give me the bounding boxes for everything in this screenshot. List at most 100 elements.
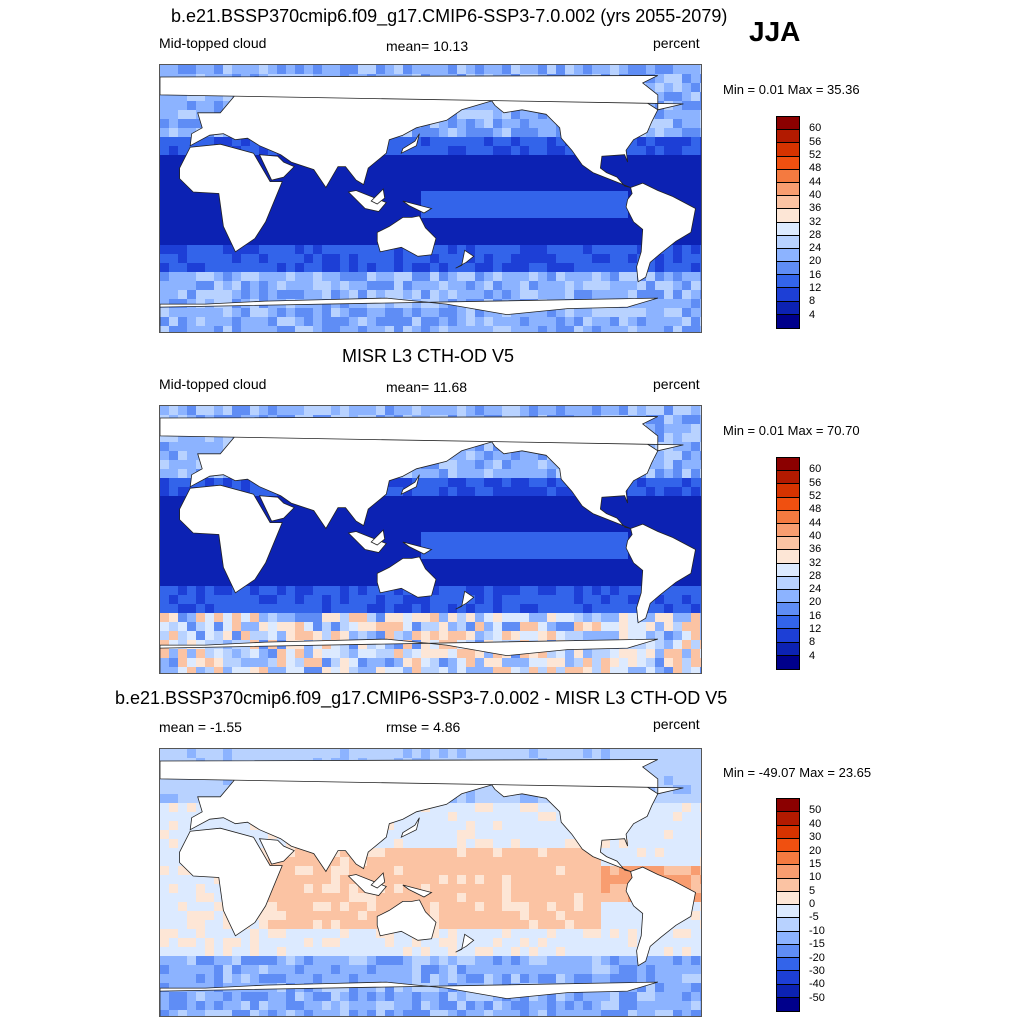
colorbar-box <box>777 799 799 813</box>
colorbar-box <box>777 891 799 905</box>
colorbar-tick-label: 10 <box>809 871 822 884</box>
colorbar-box <box>777 248 799 263</box>
colorbar-tick-label: 60 <box>809 122 822 135</box>
colorbar-box <box>777 642 799 656</box>
map-canvas <box>160 406 701 673</box>
colorbar-tick-label: 52 <box>809 489 822 502</box>
colorbar-box <box>777 616 799 630</box>
colorbar-box <box>777 825 799 839</box>
colorbar-box <box>777 288 799 302</box>
colorbar-box <box>777 905 799 919</box>
colorbar-tick-label: 20 <box>809 596 822 609</box>
colorbar-box <box>777 196 799 210</box>
colorbar-box <box>777 262 799 276</box>
colorbar-box <box>777 117 799 131</box>
colorbar-tick-label: 56 <box>809 476 822 489</box>
colorbar-box <box>777 209 799 223</box>
colorbar-tick-label: 4 <box>809 308 816 321</box>
colorbar-tick-label: 28 <box>809 569 822 582</box>
colorbar-tick-label: 16 <box>809 609 822 622</box>
colorbar-tick-label: 40 <box>809 529 822 542</box>
min-max-label: Min = -49.07 Max = 23.65 <box>723 765 872 780</box>
colorbar-tick-label: 24 <box>809 583 822 596</box>
colorbar-tick-label: 5 <box>809 884 816 897</box>
colorbar-box <box>777 550 799 564</box>
min-max-label: Min = 0.01 Max = 70.70 <box>723 423 860 438</box>
colorbar-box <box>777 852 799 866</box>
colorbar-box <box>777 958 799 972</box>
colorbar <box>776 116 800 329</box>
colorbar-box <box>777 156 799 170</box>
colorbar-box <box>777 169 799 183</box>
panel-title: b.e21.BSSP370cmip6.f09_g17.CMIP6-SSP3-7.… <box>171 6 728 26</box>
colorbar-box <box>777 301 799 315</box>
colorbar-box <box>777 838 799 852</box>
colorbar-box <box>777 143 799 157</box>
season-label: JJA <box>749 16 801 47</box>
colorbar-tick-label: 8 <box>809 636 816 649</box>
colorbar-box <box>777 275 799 289</box>
colorbar-tick-label: 8 <box>809 295 816 308</box>
panel-mean-label: mean = -1.55 <box>159 719 242 735</box>
colorbar-box <box>777 130 799 144</box>
colorbar-tick-label: 30 <box>809 831 822 844</box>
colorbar-tick-label: 36 <box>809 202 822 215</box>
colorbar-tick-label: 44 <box>809 516 822 529</box>
panel-units-label: percent <box>653 376 700 392</box>
colorbar-tick-label: 48 <box>809 162 822 175</box>
map-panel-diff <box>159 748 702 1017</box>
colorbar-tick-label: -20 <box>809 951 825 964</box>
colorbar-tick-label: 40 <box>809 188 822 201</box>
min-max-label: Min = 0.01 Max = 35.36 <box>723 82 860 97</box>
colorbar-box <box>777 655 799 669</box>
colorbar-tick-label: 20 <box>809 844 822 857</box>
colorbar-box <box>777 182 799 197</box>
panel-left-label: Mid-topped cloud <box>159 35 267 51</box>
colorbar-box <box>777 458 799 472</box>
panel-title: b.e21.BSSP370cmip6.f09_g17.CMIP6-SSP3-7.… <box>115 688 728 708</box>
colorbar-tick-label: -30 <box>809 964 825 977</box>
colorbar-tick-label: 15 <box>809 857 822 870</box>
colorbar-box <box>777 484 799 498</box>
colorbar-tick-label: 4 <box>809 649 816 662</box>
colorbar-box <box>777 314 799 328</box>
colorbar-tick-label: 56 <box>809 135 822 148</box>
panel-mean-label: mean= 11.68 <box>386 379 468 395</box>
colorbar-tick-label: -40 <box>809 978 825 991</box>
colorbar-tick-label: 16 <box>809 268 822 281</box>
colorbar-tick-label: 32 <box>809 215 822 228</box>
colorbar-box <box>777 931 799 945</box>
colorbar-box <box>777 984 799 998</box>
colorbar-tick-label: 20 <box>809 255 822 268</box>
colorbar-box <box>777 222 799 236</box>
colorbar-box <box>777 865 799 879</box>
colorbar-box <box>777 576 799 590</box>
map-canvas <box>160 65 701 332</box>
colorbar-box <box>777 629 799 643</box>
colorbar-tick-label: 36 <box>809 543 822 556</box>
colorbar-box <box>777 971 799 985</box>
colorbar-box <box>777 812 799 826</box>
colorbar-tick-label: 60 <box>809 463 822 476</box>
colorbar-tick-label: -10 <box>809 924 825 937</box>
colorbar-box <box>777 523 799 538</box>
colorbar-box <box>777 563 799 577</box>
panel-rmse-label: rmse = 4.86 <box>386 719 461 735</box>
colorbar-box <box>777 603 799 617</box>
colorbar-box <box>777 471 799 485</box>
colorbar-tick-label: 52 <box>809 148 822 161</box>
panel-units-label: percent <box>653 35 700 51</box>
panel-title: MISR L3 CTH-OD V5 <box>342 346 515 366</box>
colorbar-box <box>777 510 799 524</box>
colorbar <box>776 457 800 670</box>
colorbar-tick-label: -50 <box>809 991 825 1004</box>
colorbar-tick-label: -5 <box>809 911 819 924</box>
colorbar-box <box>777 537 799 551</box>
colorbar-box <box>777 589 799 604</box>
colorbar-tick-label: -15 <box>809 938 825 951</box>
colorbar <box>776 798 800 1012</box>
colorbar-tick-label: 50 <box>809 804 822 817</box>
map-panel-model <box>159 64 702 333</box>
colorbar-box <box>777 235 799 249</box>
panel-left-label: Mid-topped cloud <box>159 376 267 392</box>
